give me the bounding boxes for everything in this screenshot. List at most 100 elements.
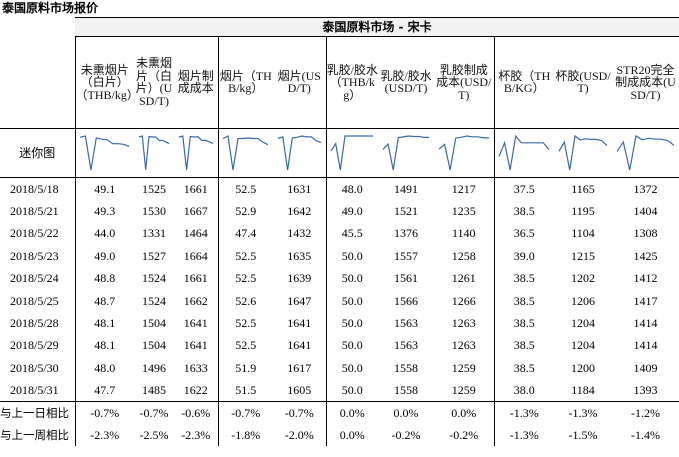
table-cell: 47.7: [74, 379, 134, 402]
table-cell: 1647: [287, 293, 312, 308]
table-cell: 1372: [633, 181, 658, 196]
table-cell: 1308: [633, 226, 658, 241]
table-row: 2018/5/28 48.1 1504 1641 52.5 1641 50.0 1563 126…: [0, 311, 679, 335]
table-cell: 1261: [451, 271, 476, 286]
table-cell: 1215: [571, 248, 595, 263]
sparkline-cell: [74, 128, 134, 177]
table-cell: 1661: [183, 181, 208, 196]
table-row: 2018/5/24 48.8 1524 1661 52.5 1639 50.0 1561 126…: [0, 267, 679, 290]
change-cell: 0.0%: [325, 401, 378, 425]
table-row: 2018/5/29 48.1 1504 1641 52.5 1641 50.0 1563 126…: [0, 334, 679, 357]
column-header: 乳胶/胶水（THB/kg）: [325, 37, 378, 128]
row-date: 2018/5/23: [10, 248, 59, 263]
sparkline-chart: [498, 134, 550, 170]
table-cell: 48.8: [74, 267, 134, 290]
row-date: 2018/5/22: [10, 226, 59, 241]
table-cell: 1667: [183, 204, 208, 219]
table-cell: 1664: [183, 248, 208, 263]
sparkline-line: [498, 134, 550, 170]
table-cell: 1259: [451, 360, 476, 375]
table-cell: 49.1: [74, 177, 134, 200]
table-cell: 1524: [142, 271, 166, 286]
table-cell: 49.0: [74, 244, 134, 268]
page-title: 泰国原料市场报价: [2, 1, 99, 15]
table-cell: 1258: [451, 248, 476, 263]
change-cell: -0.6%: [181, 406, 211, 421]
table-cell: 52.5: [217, 334, 273, 357]
sparkline-chart: [80, 134, 130, 170]
table-cell: 1263: [451, 316, 476, 331]
row-date: 2018/5/30: [10, 360, 59, 375]
change-cell: -1.3%: [568, 406, 598, 421]
change-cell: -1.2%: [631, 406, 660, 421]
table-cell: 52.5: [217, 267, 273, 290]
sparkline-cell: [217, 128, 273, 177]
change-row: 与上一日相比 -0.7% -0.7% -0.6% -0.7% -0.7% 0.0% 0.0% 0…: [0, 401, 679, 425]
table-cell: 1414: [633, 338, 658, 353]
table-cell: 1504: [142, 316, 166, 331]
table-cell: 1521: [394, 204, 418, 219]
table-cell: 1263: [451, 338, 476, 353]
sparkline-cell: [612, 128, 679, 177]
table-cell: 39.0: [493, 244, 554, 268]
table-cell: 1641: [183, 338, 208, 353]
table-cell: 38.5: [493, 199, 554, 223]
table-cell: 1639: [287, 271, 312, 286]
table-cell: 50.0: [325, 334, 378, 357]
sparkline-cell: [325, 128, 378, 177]
table-cell: 1641: [287, 316, 312, 331]
table-cell: 38.5: [493, 267, 554, 290]
column-header: 烟片（THB/kg）: [217, 37, 273, 128]
table-cell: 38.5: [493, 356, 554, 380]
row-date: 2018/5/21: [10, 204, 59, 219]
table-cell: 36.5: [493, 222, 554, 245]
table-cell: 1204: [571, 316, 595, 331]
column-header: STR20完全制成成本(USD/T): [615, 62, 676, 102]
sparkline-cell: [378, 128, 434, 177]
table-cell: 38.5: [493, 289, 554, 312]
sparkline-chart: [277, 134, 321, 170]
change-cell: -2.5%: [139, 428, 169, 443]
table-cell: 50.0: [325, 311, 378, 335]
table-cell: 38.5: [493, 311, 554, 335]
column-header: 杯胶（THB/KG）: [493, 37, 554, 128]
table-cell: 38.0: [493, 379, 554, 402]
column-header: 烟片制成成本: [177, 68, 214, 96]
row-date: 2018/5/31: [10, 383, 59, 398]
table-cell: 1641: [287, 338, 312, 353]
sparkline-cell: [493, 128, 554, 177]
table-cell: 1641: [183, 316, 208, 331]
table-cell: 52.6: [217, 289, 273, 312]
table-cell: 1525: [142, 181, 166, 196]
sparkline-chart: [222, 134, 269, 170]
change-cell: -1.8%: [217, 424, 273, 447]
table-cell: 1464: [183, 226, 208, 241]
sparkline-line: [277, 134, 321, 170]
column-header: 未熏烟片（白片）（THB/kg）: [74, 37, 134, 128]
table-row: 2018/5/25 48.7 1524 1662 52.6 1647 50.0 1566 126…: [0, 289, 679, 312]
table-cell: 1557: [394, 248, 418, 263]
table-cell: 52.5: [217, 244, 273, 268]
row-date: 2018/5/28: [10, 316, 59, 331]
table-cell: 1485: [142, 383, 166, 398]
sparkline-chart: [138, 134, 170, 170]
table-row: 2018/5/31 47.7 1485 1622 51.5 1605 50.0 1558 125…: [0, 379, 679, 402]
price-table: 未熏烟片（白片）（THB/kg） 未熏烟片（白片）(USD/T) 烟片制成成本 …: [0, 37, 679, 447]
table-cell: 1617: [287, 360, 312, 375]
table-cell: 1266: [451, 293, 476, 308]
sparkline-row: 迷你图: [0, 128, 679, 177]
table-row: 2018/5/23 49.0 1527 1664 52.5 1635 50.0 1557 125…: [0, 244, 679, 268]
table-cell: 50.0: [325, 289, 378, 312]
sparkline-line: [178, 134, 214, 170]
table-cell: 1425: [633, 248, 658, 263]
sparkline-line: [438, 134, 489, 170]
sparkline-line: [330, 134, 374, 170]
change-cell: -1.3%: [493, 401, 554, 425]
column-header: 乳胶制成成本(USD/T): [436, 62, 492, 102]
table-cell: 1412: [633, 271, 658, 286]
change-cell: -0.2%: [449, 428, 479, 443]
table-cell: 48.0: [325, 177, 378, 200]
change-cell: 0.0%: [451, 406, 477, 421]
table-cell: 44.0: [74, 222, 134, 245]
table-cell: 51.5: [217, 379, 273, 402]
